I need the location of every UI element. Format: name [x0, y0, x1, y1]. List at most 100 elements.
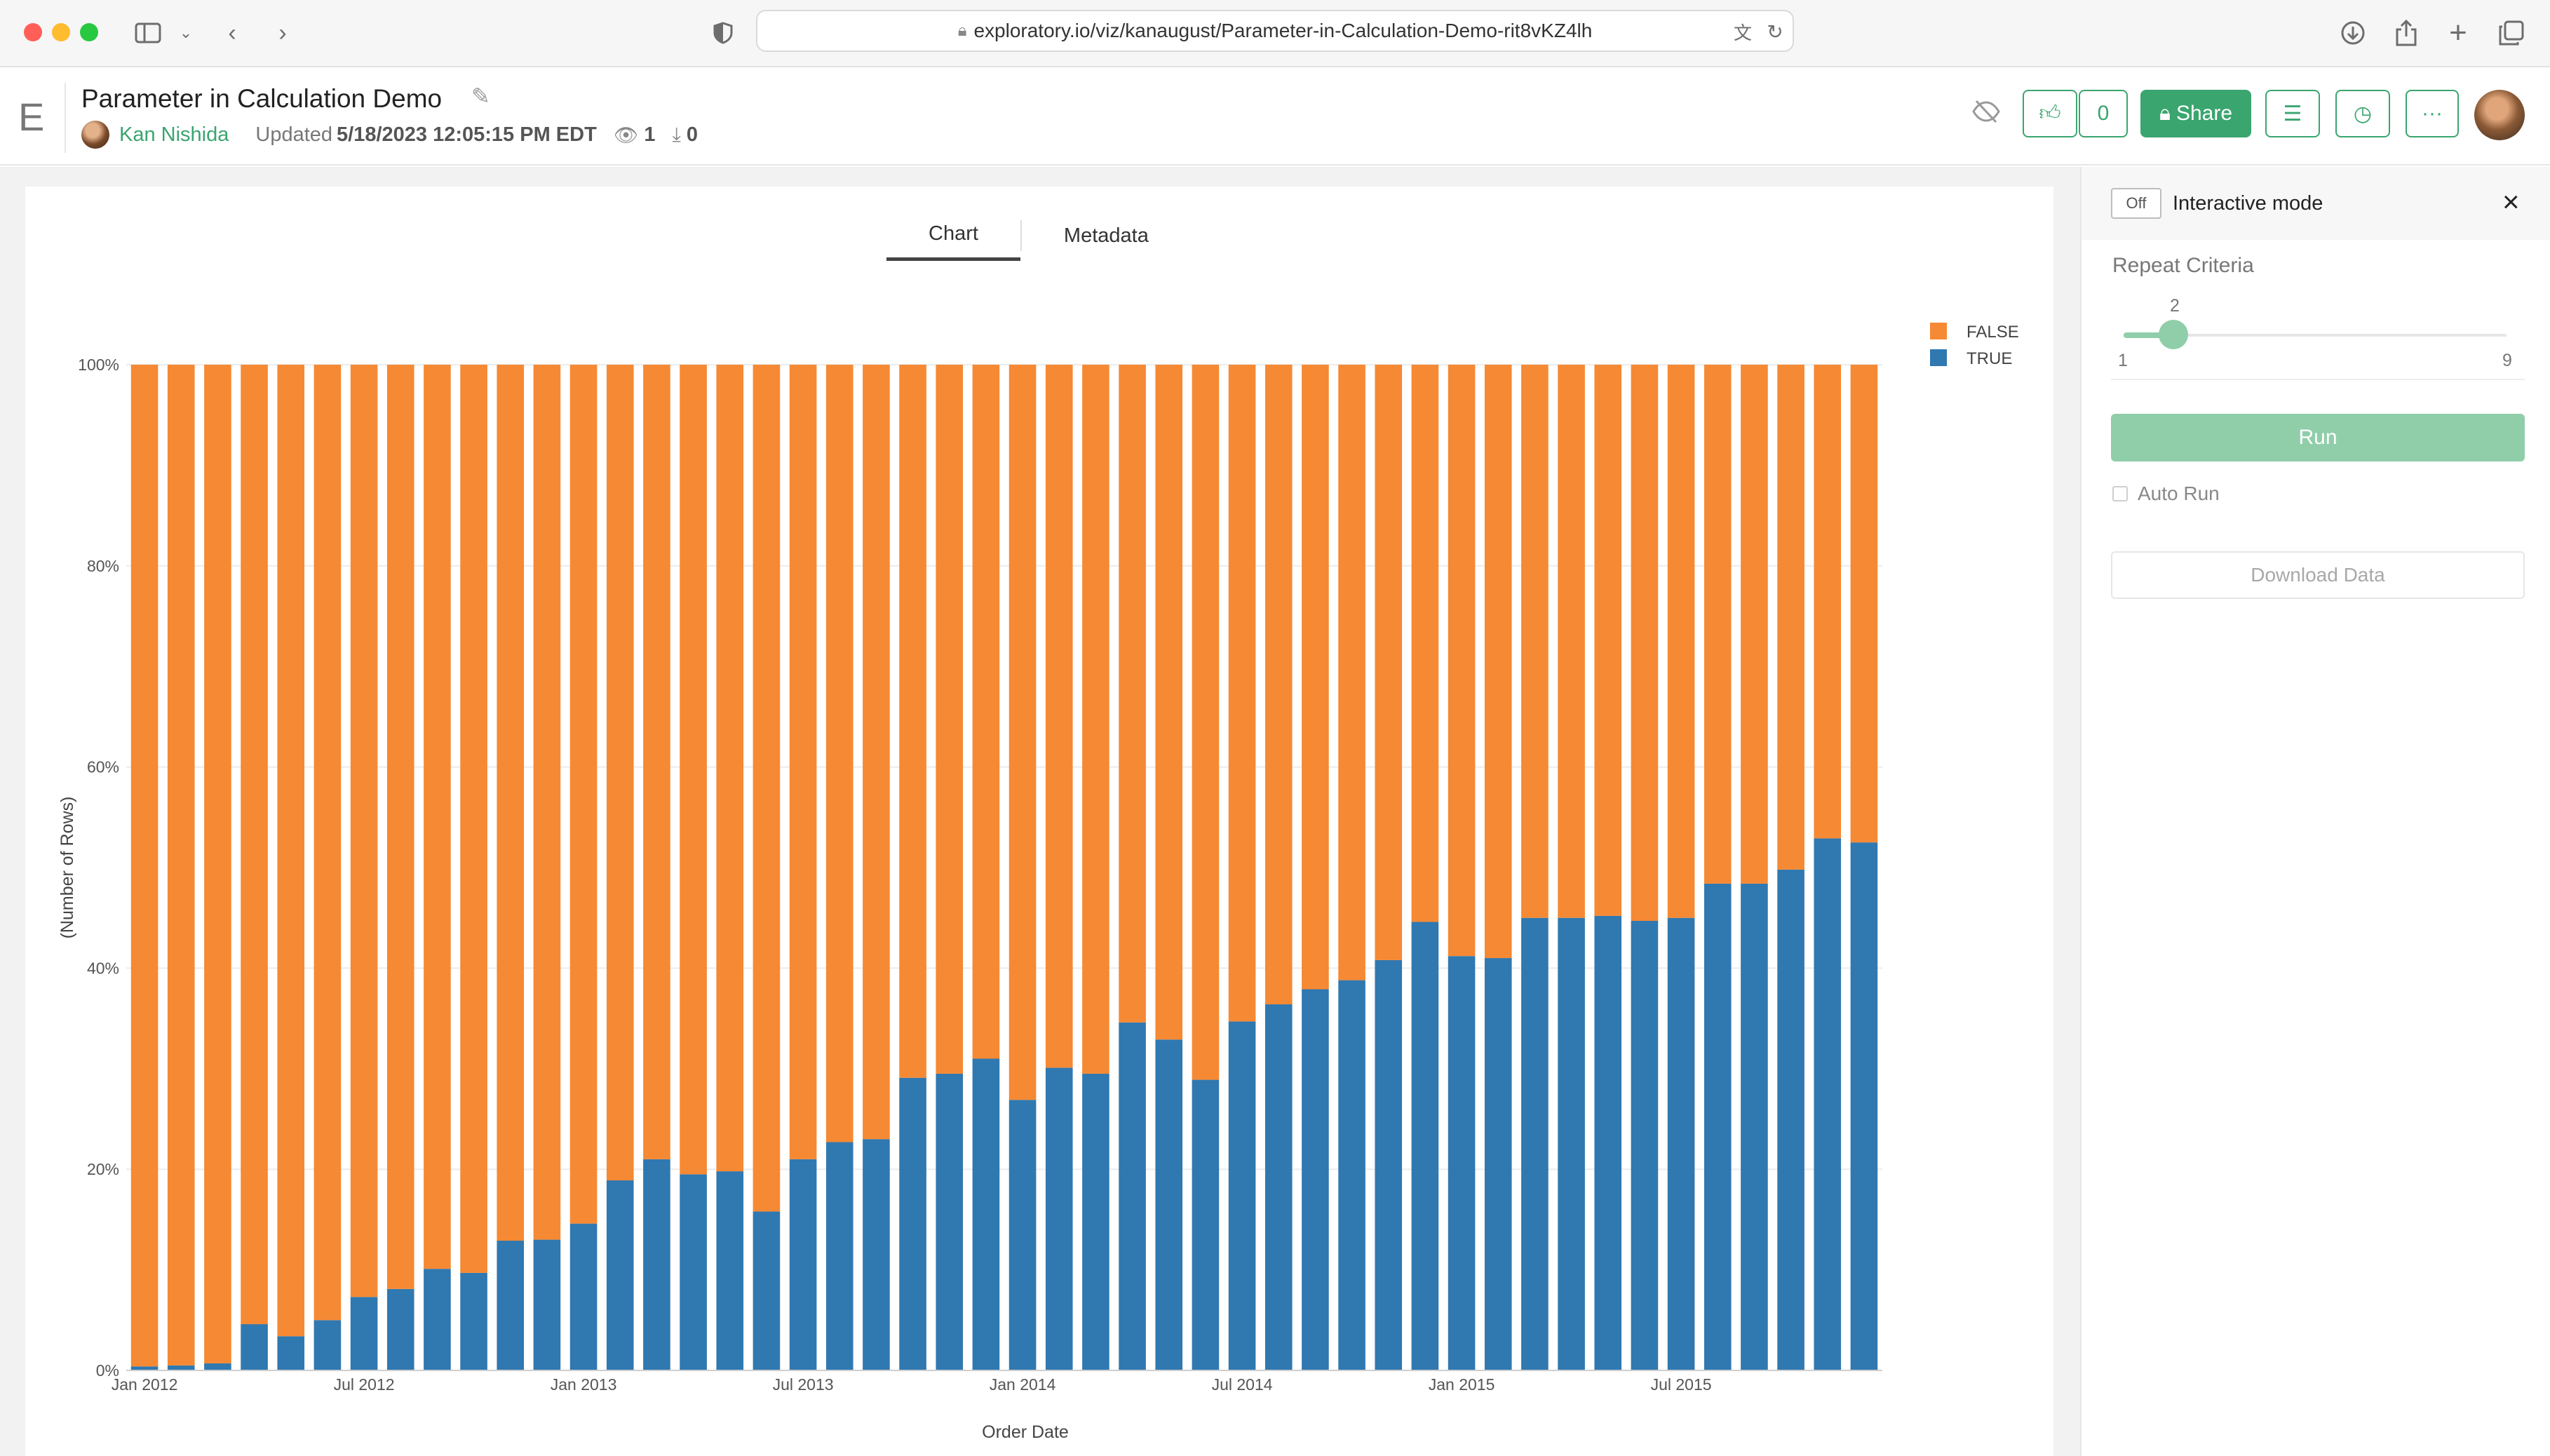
thumbs-up-icon: 👍︎: [2039, 102, 2061, 125]
lock-icon: 🔒︎: [957, 21, 967, 40]
bar-true: [716, 1171, 744, 1370]
auto-run-checkbox[interactable]: [2112, 486, 2128, 501]
zoom-window-button[interactable]: [80, 23, 98, 41]
shield-icon[interactable]: [706, 15, 741, 50]
author-link[interactable]: Kan Nishida: [119, 123, 229, 146]
bar-true: [350, 1297, 378, 1370]
legend-swatch: [1930, 323, 1947, 339]
slider-value: 2: [2170, 296, 2180, 316]
slider-handle[interactable]: [2159, 320, 2188, 349]
close-window-button[interactable]: [24, 23, 42, 41]
forward-icon[interactable]: ›: [278, 19, 287, 46]
edit-icon[interactable]: ✎: [471, 83, 490, 109]
tab-metadata[interactable]: Metadata: [1063, 224, 1149, 247]
auto-run-label: Auto Run: [2138, 483, 2220, 504]
x-tick-label: Jul 2014: [1212, 1375, 1273, 1394]
bar-false: [1375, 365, 1403, 960]
slider-fill: [2124, 332, 2173, 338]
bar-false: [1228, 365, 1256, 1022]
chevron-down-icon[interactable]: ⌄: [179, 24, 193, 41]
address-bar[interactable]: 🔒︎ exploratory.io/viz/kanaugust/Paramete…: [756, 10, 1794, 52]
bar-false: [533, 365, 561, 1240]
bar-false: [167, 365, 195, 1366]
share-sheet-icon[interactable]: [2389, 15, 2424, 50]
history-button[interactable]: ◷: [2335, 90, 2390, 137]
slider-track[interactable]: [2124, 334, 2507, 337]
clock-icon: ◷: [2353, 102, 2373, 126]
x-tick-label: Jul 2013: [773, 1375, 834, 1394]
bar-true: [1192, 1079, 1220, 1370]
bar-true: [1850, 842, 1878, 1370]
bar-true: [1484, 958, 1512, 1370]
stacked-bar-chart[interactable]: 0% 20% 40% 60% 80% 100% Jan 2012 Jul 2012 Jan 20…: [25, 295, 2053, 1452]
bar-true: [277, 1336, 305, 1370]
user-avatar[interactable]: [2474, 90, 2525, 140]
legend-label: FALSE: [1967, 323, 2019, 342]
y-tick-label: 20%: [87, 1160, 119, 1178]
updated-timestamp: 5/18/2023 12:05:15 PM EDT: [337, 123, 597, 146]
auto-run-option[interactable]: Auto Run: [2112, 483, 2220, 505]
x-tick-label: Jan 2015: [1429, 1375, 1495, 1394]
view-count: 1: [644, 123, 656, 146]
bar-false: [1558, 365, 1585, 918]
bar-false: [716, 365, 744, 1172]
bar-true: [606, 1180, 634, 1370]
app-header: E Parameter in Calculation Demo ✎ Kan Ni…: [0, 69, 2550, 166]
minimize-window-button[interactable]: [52, 23, 70, 41]
run-button[interactable]: Run: [2111, 414, 2525, 461]
bar-true: [386, 1288, 414, 1370]
more-options-button[interactable]: ···: [2406, 90, 2459, 137]
download-data-button[interactable]: Download Data: [2111, 551, 2525, 599]
bar-false: [277, 365, 305, 1337]
new-tab-icon[interactable]: +: [2449, 15, 2467, 50]
bar-true: [130, 1366, 158, 1370]
reload-icon[interactable]: ↻: [1767, 20, 1783, 43]
settings-sliders-button[interactable]: ☰: [2265, 90, 2320, 137]
avatar[interactable]: [81, 121, 109, 149]
bar-true: [789, 1159, 817, 1370]
bar-false: [789, 365, 817, 1159]
bar-true: [1667, 917, 1695, 1370]
interactive-mode-toggle[interactable]: Off: [2111, 188, 2161, 219]
bar-true: [569, 1223, 598, 1370]
bar-true: [460, 1272, 487, 1370]
translate-icon[interactable]: 文: [1733, 22, 1752, 43]
bar-false: [899, 365, 926, 1078]
close-icon[interactable]: ×: [2502, 185, 2520, 218]
share-button[interactable]: 🔒︎ Share: [2140, 90, 2251, 137]
bar-true: [1631, 921, 1659, 1370]
tabs-overview-icon[interactable]: [2494, 15, 2529, 50]
bar-true: [1375, 959, 1403, 1370]
tab-chart[interactable]: Chart: [886, 210, 1020, 261]
bar-false: [1302, 365, 1329, 990]
exploratory-logo[interactable]: E: [18, 95, 45, 139]
bar-true: [424, 1269, 451, 1370]
bar-false: [863, 365, 890, 1140]
like-count[interactable]: 0: [2079, 90, 2128, 137]
sidebar-toggle-icon[interactable]: [130, 15, 166, 50]
bar-false: [569, 365, 598, 1224]
bar-true: [936, 1073, 964, 1370]
bar-false: [1264, 365, 1293, 1005]
lock-icon: 🔒︎: [2159, 102, 2171, 125]
like-button[interactable]: 👍︎: [2023, 90, 2077, 137]
bar-true: [1338, 980, 1365, 1370]
bar-true: [1594, 915, 1622, 1370]
bar-true: [643, 1159, 670, 1370]
x-axis-title: Order Date: [982, 1422, 1069, 1442]
bar-false: [204, 365, 231, 1363]
bar-false: [643, 365, 670, 1159]
bar-false: [1814, 365, 1842, 839]
interactive-mode-label: Interactive mode: [2173, 192, 2323, 215]
bar-false: [1484, 365, 1512, 959]
download-icon[interactable]: [2335, 15, 2370, 50]
bar-false: [241, 365, 268, 1325]
bar-true: [1045, 1067, 1073, 1370]
back-icon[interactable]: ‹: [228, 19, 236, 46]
bar-false: [1667, 365, 1695, 918]
bar-false: [1082, 365, 1109, 1074]
bar-true: [1008, 1100, 1037, 1370]
eye-slash-icon[interactable]: [1972, 100, 2000, 130]
bar-false: [680, 365, 707, 1175]
y-axis-title: (Number of Rows): [58, 797, 77, 939]
